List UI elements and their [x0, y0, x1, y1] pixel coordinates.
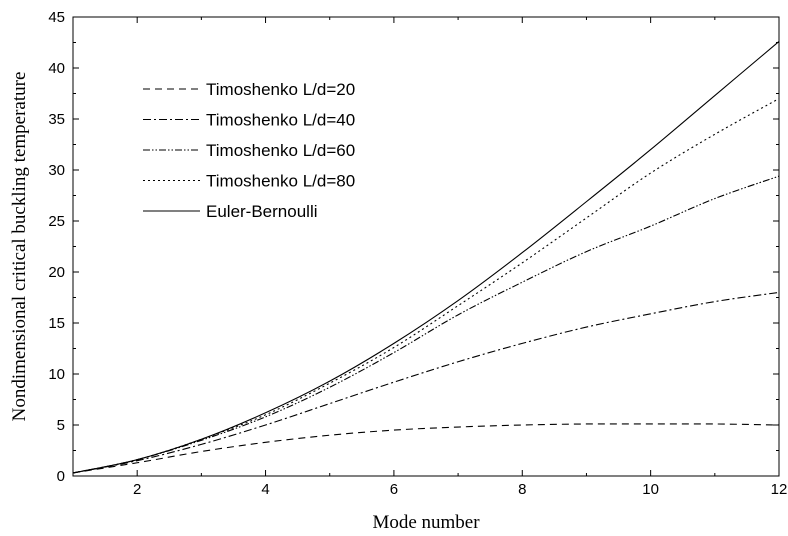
- x-axis-title: Mode number: [372, 512, 480, 533]
- y-tick-label: 0: [57, 468, 65, 485]
- legend-label-5: Euler-Bernoulli: [206, 202, 318, 221]
- series-line-3: [72, 175, 780, 474]
- y-tick-label: 25: [48, 213, 65, 230]
- x-tick-label: 2: [133, 481, 141, 498]
- y-tick-label: 5: [57, 417, 65, 434]
- series-layer: [72, 41, 780, 474]
- series-line-5: [72, 41, 780, 474]
- legend-label-3: Timoshenko L/d=60: [206, 141, 355, 160]
- series-line-2: [72, 291, 780, 474]
- y-tick-label: 30: [48, 162, 65, 179]
- legend: Timoshenko L/d=20 Timoshenko L/d=40 Timosh…: [143, 80, 355, 221]
- x-tick-label: 6: [390, 481, 398, 498]
- series-line-4: [72, 98, 780, 474]
- ticks-layer: 2 4 6 8 10 12 0 5 10 15 20 25 30 35 40 45: [48, 9, 787, 498]
- x-tick-label: 10: [642, 481, 659, 498]
- legend-label-1: Timoshenko L/d=20: [206, 80, 355, 99]
- legend-label-2: Timoshenko L/d=40: [206, 111, 355, 130]
- y-tick-label: 45: [48, 9, 65, 26]
- x-tick-label: 12: [771, 481, 788, 498]
- series-line-1: [72, 423, 780, 474]
- x-tick-label: 4: [261, 481, 269, 498]
- y-tick-label: 35: [48, 111, 65, 128]
- y-axis-title: Nondimensional critical buckling tempera…: [9, 72, 30, 422]
- y-tick-label: 40: [48, 60, 65, 77]
- x-tick-label: 8: [518, 481, 526, 498]
- y-tick-label: 10: [48, 366, 65, 383]
- legend-label-4: Timoshenko L/d=80: [206, 172, 355, 191]
- y-tick-label: 15: [48, 315, 65, 332]
- y-tick-label: 20: [48, 264, 65, 281]
- plot-frame: [72, 16, 780, 477]
